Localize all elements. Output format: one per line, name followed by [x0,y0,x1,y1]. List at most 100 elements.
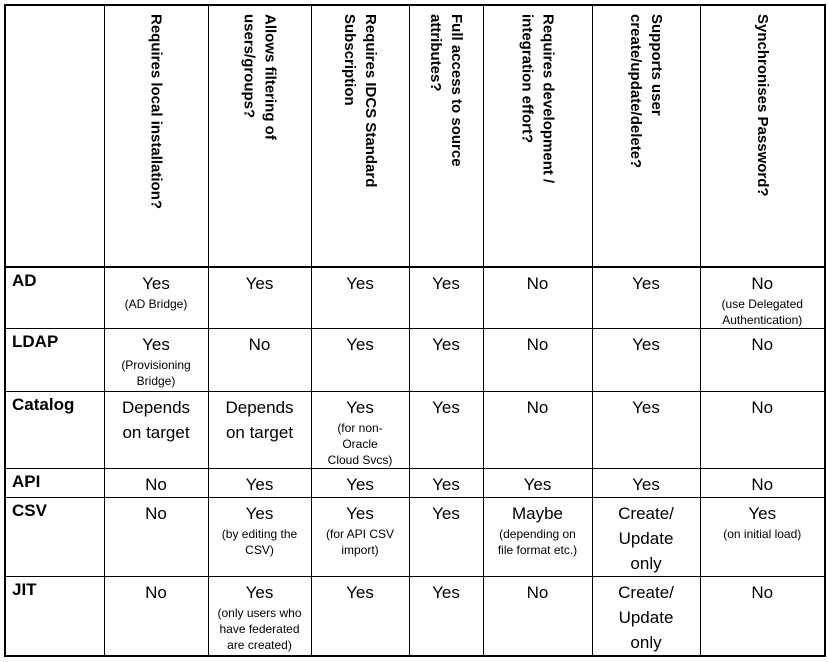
table-cell: Yes [310,576,410,657]
cell-value: Yes [748,504,777,523]
cell-value: Create/ Update only [618,504,674,573]
cell-value: Yes [346,504,374,523]
column-header-label: Requires local installation? [147,14,165,210]
cell-value: No [248,335,271,354]
header-cell-requires-idcs-standard-subscription: Requires IDCS Standard Subscription [310,4,410,268]
table-cell: Yes [310,468,410,498]
cell-value: Yes [245,475,274,494]
table-cell: Yes (for API CSV import) [310,497,410,577]
column-header-label: Supports user create/update/delete? [627,14,665,169]
table-cell: Depends on target [207,391,312,469]
table-cell: Create/ Update only [591,497,701,577]
cell-value: Maybe [511,504,564,523]
cell-value: No [145,583,167,602]
cell-value: Yes [432,335,460,354]
corner-cell [4,4,105,268]
cell-value: Yes [632,475,660,494]
cell-note: (for API CSV import) [325,527,395,557]
cell-value: Yes [346,475,374,494]
header-cell-supports-user-crud: Supports user create/update/delete? [591,4,701,268]
cell-value: Yes [142,335,170,354]
cell-value: Yes [432,274,460,293]
row-label: API [4,468,105,498]
table-cell: No [699,468,826,498]
cell-value: Yes [523,475,552,494]
cell-note: (Provisioning Bridge) [121,358,191,388]
cell-value: No [526,335,549,354]
cell-value: Yes [346,398,374,417]
table-row-ad: AD Yes (AD Bridge) Yes Yes Yes No Yes No (… [4,266,826,329]
cell-value: Yes [245,583,274,602]
cell-value: Yes [632,335,660,354]
table-cell: No [482,328,593,392]
table-cell: Yes [591,328,701,392]
table-cell: No [699,576,826,657]
cell-value: Create/ Update only [618,583,674,652]
row-label: LDAP [4,328,105,392]
cell-value: Yes [346,335,374,354]
table-cell: No [103,468,209,498]
table-cell: No [103,576,209,657]
table-cell: No [482,576,593,657]
table-cell: Yes [408,468,484,498]
cell-note: (use Delegated Authentication) [721,297,803,327]
table-cell: Yes [408,576,484,657]
table-cell: No (use Delegated Authentication) [699,266,826,329]
table-cell: Yes [408,328,484,392]
table-cell: Yes (Provisioning Bridge) [103,328,209,392]
cell-note: (by editing the CSV) [221,527,298,557]
table-cell: Yes (only users who have federated are cr… [207,576,312,657]
cell-value: No [145,475,167,494]
column-header-label: Synchronises Password? [753,14,771,197]
cell-value: No [751,583,774,602]
row-label: CSV [4,497,105,577]
row-label: JIT [4,576,105,657]
cell-value: No [145,504,167,523]
cell-note: (on initial load) [723,527,802,541]
table-cell: Yes [591,391,701,469]
cell-note: (for non- Oracle Cloud Svcs) [327,421,393,467]
header-cell-allows-filtering: Allows filtering of users/groups? [207,4,312,268]
cell-value: No [751,274,774,293]
table-row-csv: CSV No Yes (by editing the CSV) Yes (for A… [4,497,826,577]
cell-value: No [526,274,549,293]
cell-note: (only users who have federated are creat… [217,606,302,652]
cell-value: No [526,583,549,602]
comparison-table: Requires local installation? Allows filt… [4,4,826,657]
row-label: AD [4,266,105,329]
table-cell: No [482,391,593,469]
cell-value: Yes [632,398,660,417]
table-row-api: API No Yes Yes Yes Yes Yes No [4,468,826,498]
table-cell: Yes [591,468,701,498]
table-row-ldap: LDAP Yes (Provisioning Bridge) No Yes Yes… [4,328,826,392]
table-row-catalog: Catalog Depends on target Depends on tar… [4,391,826,469]
table-cell: Yes (on initial load) [699,497,826,577]
table-cell: Yes [207,266,312,329]
table-cell: Yes [591,266,701,329]
column-header-label: Full access to source attributes? [427,14,465,167]
table-row-jit: JIT No Yes (only users who have federated… [4,576,826,657]
table-cell: No [699,391,826,469]
header-row: Requires local installation? Allows filt… [4,4,826,268]
table-cell: Yes [408,497,484,577]
table-cell: No [207,328,312,392]
table-cell: Yes (by editing the CSV) [207,497,312,577]
table-cell: Yes [207,468,312,498]
cell-value: Yes [432,475,460,494]
cell-note: (AD Bridge) [124,297,188,311]
table-cell: Yes [482,468,593,498]
header-cell-requires-development-effort: Requires development / integration effor… [482,4,593,268]
cell-value: Yes [245,504,274,523]
header-cell-synchronises-password: Synchronises Password? [699,4,826,268]
table-cell: Yes (AD Bridge) [103,266,209,329]
column-header-label: Allows filtering of users/groups? [240,14,279,140]
table-cell: Yes [310,328,410,392]
cell-value: Depends on target [225,398,294,442]
table-cell: Create/ Update only [591,576,701,657]
table-cell: No [103,497,209,577]
column-header-label: Requires development / integration effor… [518,14,557,184]
table-cell: Yes [408,391,484,469]
cell-value: Yes [432,583,460,602]
cell-value: No [751,398,774,417]
